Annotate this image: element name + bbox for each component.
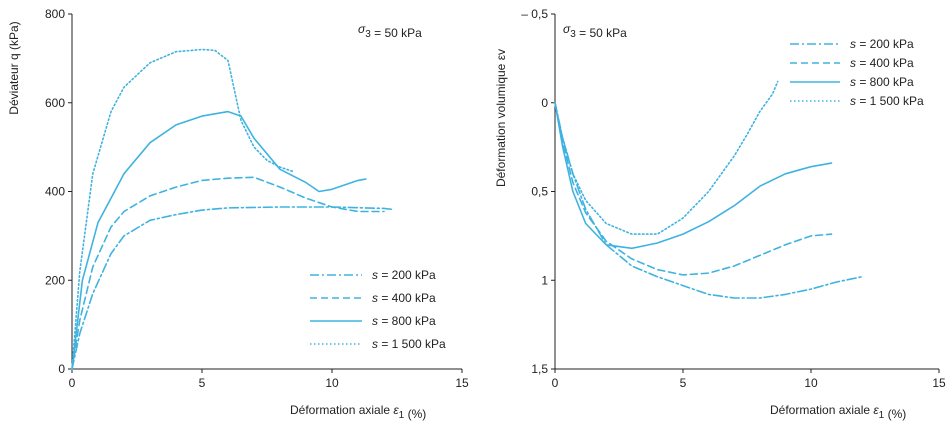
right-y-tick-label: – 0,5 [521, 7, 548, 21]
left-legend-label: s = 200 kPa [372, 268, 436, 282]
left-y-tick-label: 400 [45, 185, 65, 199]
right-x-axis-label: Déformation axiale ε1 (%) [770, 403, 906, 421]
right-series-line-solid [554, 102, 833, 250]
right-x-tick-label: 0 [552, 376, 559, 390]
right-y-axis-title: Déformation volumique εv [494, 49, 508, 187]
left-series-line-dashed [71, 176, 385, 370]
right-chart: Déformation volumique εv σ3 = 50 kPa – 0… [494, 7, 946, 421]
left-y-axis-title: Déviateur q (kPa) [7, 21, 21, 114]
left-legend-label: s = 800 kPa [372, 314, 436, 328]
right-y-axis-label: Déformation volumique εv [494, 49, 508, 187]
right-x-tick-label: 15 [932, 376, 946, 390]
right-legend-label: s = 400 kPa [850, 56, 914, 70]
right-series-group [554, 80, 863, 299]
right-legend-label: s = 800 kPa [850, 75, 914, 89]
right-series-line-dashed [554, 102, 833, 276]
left-series-group [71, 48, 393, 370]
right-sigma-annotation: σ3 = 50 kPa [563, 22, 627, 40]
left-x-tick-label: 5 [199, 376, 206, 390]
left-x-axis-label: Déformation axiale ε1 (%) [290, 403, 426, 421]
left-series-line-solid [71, 110, 367, 370]
left-legend-label: s = 1 500 kPa [372, 337, 446, 351]
left-y-tick-label: 200 [45, 273, 65, 287]
left-series-line-dashdot [71, 206, 393, 370]
right-legend-label: s = 1 500 kPa [850, 94, 924, 108]
left-y-tick-label: 800 [45, 7, 65, 21]
right-x-tick-label: 5 [680, 376, 687, 390]
right-x-tick-label: 10 [804, 376, 818, 390]
left-x-tick-label: 0 [69, 376, 76, 390]
left-y-tick-label: 600 [45, 96, 65, 110]
right-series-line-dashdot [554, 102, 863, 299]
right-axes: – 0,5 0 0,5 1 1,5 0 5 10 15 [521, 7, 946, 390]
right-legend-label: s = 200 kPa [850, 37, 914, 51]
left-y-axis-label: Déviateur q (kPa) [7, 21, 21, 114]
left-series-line-dotted [71, 48, 294, 370]
right-y-tick-label: 1 [541, 273, 548, 287]
right-series-line-dotted [554, 80, 779, 235]
left-x-tick-label: 15 [455, 376, 469, 390]
right-y-tick-label: 1,5 [531, 362, 548, 376]
right-legend: s = 200 kPa s = 400 kPa s = 800 kPa s = 1 5… [790, 37, 924, 108]
right-y-tick-label: 0,5 [531, 185, 548, 199]
right-y-tick-label: 0 [541, 96, 548, 110]
left-axes: 0 200 400 600 800 0 5 10 15 [45, 7, 469, 390]
left-chart: Déviateur q (kPa) σ3 = 50 kPa 0 200 400 600… [7, 7, 469, 421]
left-y-tick-label: 0 [58, 362, 65, 376]
left-legend: s = 200 kPa s = 400 kPa s = 800 kPa s = 1 5… [310, 268, 446, 351]
left-x-tick-label: 10 [325, 376, 339, 390]
left-legend-label: s = 400 kPa [372, 291, 436, 305]
left-sigma-annotation: σ3 = 50 kPa [358, 22, 422, 40]
